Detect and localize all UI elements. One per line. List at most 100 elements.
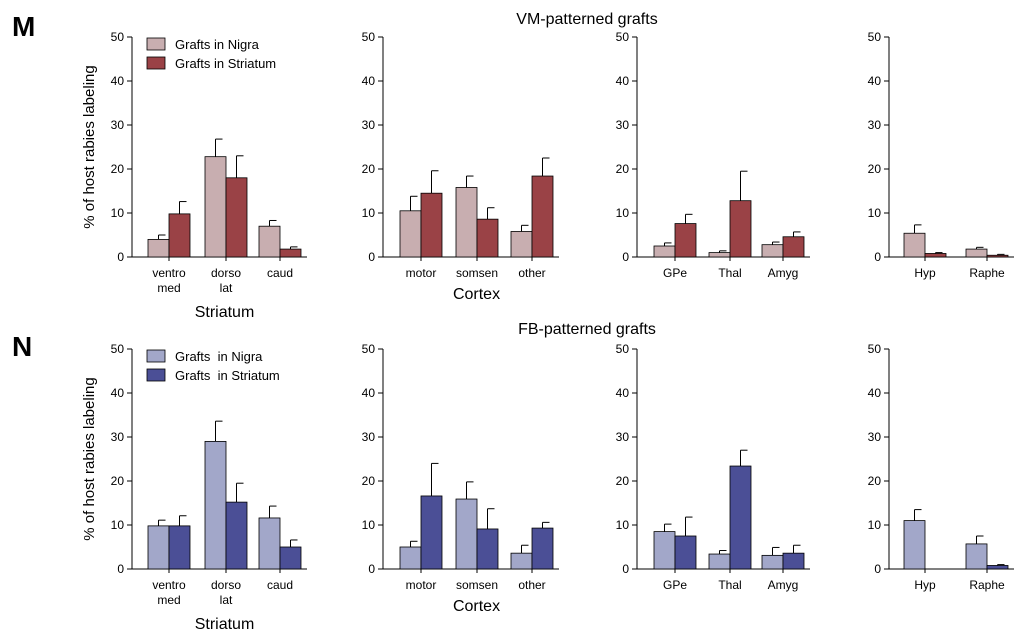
y-tick-label: 30 <box>868 118 882 132</box>
panel-letter: N <box>12 331 32 362</box>
y-tick-label: 0 <box>874 250 881 264</box>
bar <box>708 553 731 570</box>
bar <box>729 200 752 258</box>
x-tick-label: lat <box>220 281 233 295</box>
x-tick-label: Thal <box>718 266 741 280</box>
bar <box>761 554 784 570</box>
y-tick-label: 50 <box>362 30 376 44</box>
y-tick-label: 50 <box>868 342 882 356</box>
y-tick-label: 50 <box>111 342 125 356</box>
bar <box>258 517 281 570</box>
bar <box>420 192 443 258</box>
y-tick-label: 10 <box>868 518 882 532</box>
y-tick-label: 10 <box>111 206 125 220</box>
x-tick-label: dorso <box>211 578 241 592</box>
y-tick-label: 30 <box>111 118 125 132</box>
x-tick-label: other <box>518 578 545 592</box>
x-tick-label: somsen <box>456 578 498 592</box>
x-tick-label: Raphe <box>969 266 1005 280</box>
x-tick-label: ventro <box>152 266 186 280</box>
subplot: 0 10 20 30 40 50 GPe Thal Amyg <box>616 342 810 592</box>
x-tick-label: other <box>518 266 545 280</box>
y-tick-label: 50 <box>616 342 630 356</box>
subplot: 0 10 20 30 40 50 motor somsen other Cortex <box>362 30 559 303</box>
bar <box>476 218 499 258</box>
y-tick-label: 50 <box>111 30 125 44</box>
y-tick-label: 40 <box>868 386 882 400</box>
x-tick-label: Hyp <box>914 578 936 592</box>
y-tick-label: 0 <box>874 562 881 576</box>
y-tick-label: 50 <box>868 30 882 44</box>
y-axis-label: % of host rabies labeling <box>81 65 98 228</box>
legend-label: Grafts in Nigra <box>175 349 263 364</box>
subplot: 0 10 20 30 40 50 GPe Thal Amyg <box>616 30 810 280</box>
y-tick-label: 30 <box>111 430 125 444</box>
x-axis-label: Cortex <box>453 598 500 615</box>
legend-swatch <box>146 368 166 382</box>
x-tick-label: Amyg <box>768 266 799 280</box>
y-tick-label: 20 <box>111 162 125 176</box>
y-tick-label: 40 <box>111 386 125 400</box>
x-tick-label: motor <box>406 578 437 592</box>
legend-swatch <box>146 349 166 363</box>
y-tick-label: 0 <box>368 562 375 576</box>
y-tick-label: 20 <box>616 474 630 488</box>
bar <box>476 528 499 570</box>
y-tick-label: 0 <box>622 250 629 264</box>
x-tick-label: caud <box>267 266 293 280</box>
bar <box>674 223 697 258</box>
y-tick-label: 10 <box>616 206 630 220</box>
bar <box>455 187 478 258</box>
x-axis-label: Cortex <box>453 286 500 303</box>
y-tick-label: 10 <box>868 206 882 220</box>
chart-title: FB-patterned grafts <box>518 321 656 338</box>
bar <box>399 546 422 570</box>
bar <box>674 535 697 570</box>
x-tick-label: med <box>157 593 180 607</box>
bar <box>204 156 227 258</box>
y-tick-label: 30 <box>616 118 630 132</box>
bar <box>168 525 191 570</box>
bar <box>903 232 926 258</box>
x-tick-label: Amyg <box>768 578 799 592</box>
bar <box>455 498 478 570</box>
legend-label: Grafts in Nigra <box>175 37 260 52</box>
y-tick-label: 40 <box>868 74 882 88</box>
bar <box>279 248 302 258</box>
y-tick-label: 40 <box>616 386 630 400</box>
y-tick-label: 20 <box>362 162 376 176</box>
bar <box>399 210 422 258</box>
subplot: 0 10 20 30 40 50 Hyp Raphe <box>868 30 1014 280</box>
bar <box>653 245 676 258</box>
legend: Grafts in Nigra Grafts in Striatum <box>146 37 276 71</box>
y-tick-label: 40 <box>362 386 376 400</box>
legend-swatch <box>146 56 166 70</box>
y-tick-label: 10 <box>111 518 125 532</box>
bar <box>729 465 752 570</box>
bar <box>510 231 533 258</box>
bar <box>510 552 533 570</box>
bar <box>782 552 805 570</box>
y-tick-label: 20 <box>616 162 630 176</box>
subplot: 0 10 20 30 40 50 motor somsen other Cortex <box>362 342 559 615</box>
y-tick-label: 50 <box>362 342 376 356</box>
bar <box>147 525 170 570</box>
y-tick-label: 20 <box>868 162 882 176</box>
subplot: 0 10 20 30 40 50 Hyp Raphe <box>868 342 1014 592</box>
bar <box>279 546 302 570</box>
bar <box>420 495 443 570</box>
y-tick-label: 0 <box>117 250 124 264</box>
legend-label: Grafts in Striatum <box>175 56 276 71</box>
bar <box>531 175 554 258</box>
y-tick-label: 40 <box>616 74 630 88</box>
x-tick-label: somsen <box>456 266 498 280</box>
y-tick-label: 30 <box>362 430 376 444</box>
y-tick-label: 20 <box>362 474 376 488</box>
y-tick-label: 10 <box>362 206 376 220</box>
bar <box>965 543 988 570</box>
bar <box>782 236 805 258</box>
